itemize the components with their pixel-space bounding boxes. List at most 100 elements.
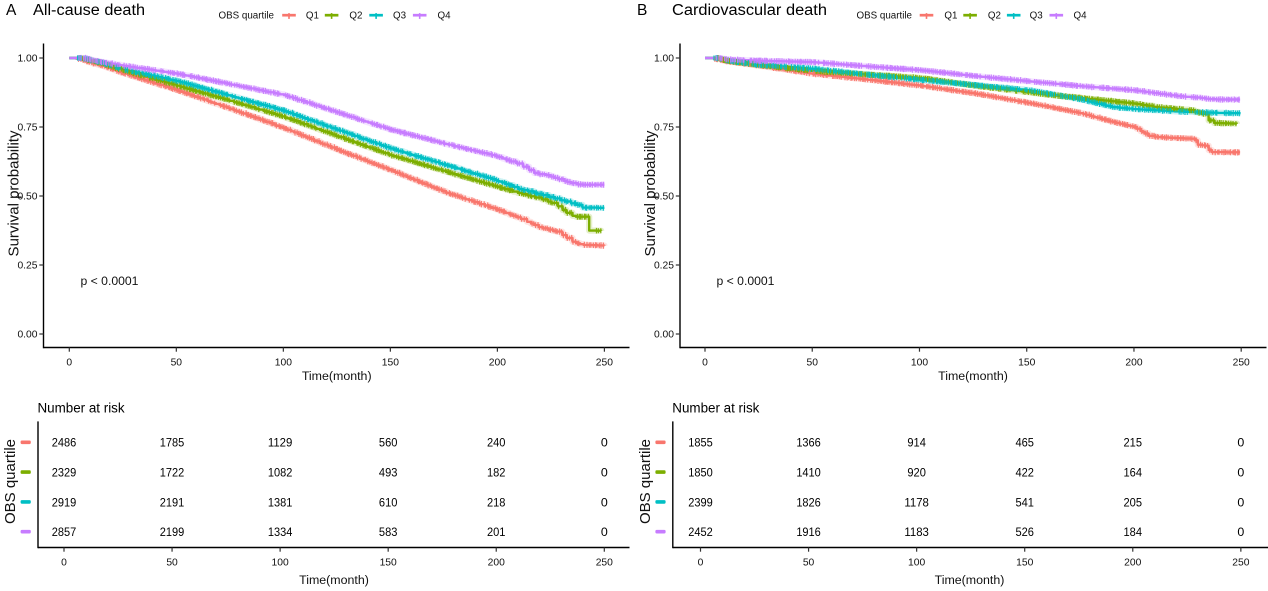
svg-text:Time(month): Time(month): [299, 573, 369, 587]
svg-text:0: 0: [1237, 525, 1244, 539]
svg-text:250: 250: [1233, 357, 1250, 368]
svg-text:0: 0: [61, 557, 67, 568]
svg-text:2857: 2857: [52, 525, 77, 539]
svg-text:150: 150: [1016, 557, 1033, 568]
svg-text:Survival probability: Survival probability: [642, 130, 659, 256]
svg-text:50: 50: [807, 357, 819, 368]
svg-text:p < 0.0001: p < 0.0001: [717, 274, 775, 288]
svg-text:100: 100: [272, 557, 289, 568]
svg-text:1183: 1183: [904, 525, 929, 539]
svg-text:0: 0: [601, 466, 608, 480]
svg-text:215: 215: [1124, 436, 1143, 450]
svg-text:OBS quartile: OBS quartile: [2, 439, 19, 524]
svg-text:1178: 1178: [904, 495, 929, 509]
svg-text:1722: 1722: [160, 466, 185, 480]
svg-text:2191: 2191: [160, 495, 185, 509]
svg-text:526: 526: [1015, 525, 1034, 539]
svg-text:610: 610: [379, 495, 398, 509]
svg-text:1366: 1366: [796, 436, 821, 450]
svg-text:1850: 1850: [688, 466, 713, 480]
svg-text:OBS quartile: OBS quartile: [856, 11, 912, 22]
svg-text:1826: 1826: [796, 495, 821, 509]
svg-text:Q1: Q1: [944, 11, 957, 22]
svg-text:182: 182: [487, 466, 506, 480]
svg-text:Q2: Q2: [349, 11, 362, 22]
svg-text:1381: 1381: [268, 495, 293, 509]
svg-text:1855: 1855: [688, 436, 713, 450]
svg-text:100: 100: [275, 357, 292, 368]
svg-text:Q1: Q1: [306, 11, 319, 22]
svg-text:1916: 1916: [796, 525, 821, 539]
svg-text:250: 250: [1232, 557, 1249, 568]
svg-text:50: 50: [171, 357, 183, 368]
svg-text:560: 560: [379, 436, 398, 450]
svg-text:1410: 1410: [796, 466, 821, 480]
svg-text:150: 150: [1018, 357, 1035, 368]
svg-text:583: 583: [379, 525, 398, 539]
svg-text:2329: 2329: [52, 466, 77, 480]
svg-text:Cardiovascular death: Cardiovascular death: [672, 2, 827, 19]
svg-text:All-cause death: All-cause death: [33, 2, 145, 19]
svg-text:2919: 2919: [52, 495, 77, 509]
svg-text:2199: 2199: [160, 525, 185, 539]
svg-text:0: 0: [601, 436, 608, 450]
svg-text:2399: 2399: [688, 495, 713, 509]
svg-text:0.00: 0.00: [654, 330, 674, 341]
svg-text:200: 200: [488, 557, 505, 568]
svg-text:150: 150: [380, 557, 397, 568]
svg-text:100: 100: [911, 357, 928, 368]
svg-text:541: 541: [1015, 495, 1034, 509]
svg-text:218: 218: [487, 495, 506, 509]
svg-text:205: 205: [1124, 495, 1143, 509]
svg-text:0: 0: [66, 357, 72, 368]
svg-text:240: 240: [487, 436, 506, 450]
svg-text:0: 0: [702, 357, 708, 368]
svg-text:1785: 1785: [160, 436, 185, 450]
svg-text:2452: 2452: [688, 525, 713, 539]
svg-text:200: 200: [1125, 357, 1142, 368]
svg-text:100: 100: [908, 557, 925, 568]
svg-text:465: 465: [1015, 436, 1034, 450]
svg-text:0: 0: [1237, 495, 1244, 509]
svg-text:920: 920: [907, 466, 926, 480]
svg-text:493: 493: [379, 466, 398, 480]
svg-text:Q3: Q3: [393, 11, 407, 22]
svg-text:0.50: 0.50: [654, 192, 674, 203]
svg-text:Time(month): Time(month): [935, 573, 1005, 587]
svg-text:Q2: Q2: [988, 11, 1001, 22]
svg-text:250: 250: [596, 557, 613, 568]
svg-text:50: 50: [166, 557, 178, 568]
svg-text:OBS quartile: OBS quartile: [218, 11, 274, 22]
svg-text:1082: 1082: [268, 466, 293, 480]
svg-text:50: 50: [803, 557, 815, 568]
svg-text:0: 0: [601, 495, 608, 509]
svg-text:0.50: 0.50: [17, 192, 37, 203]
svg-text:1.00: 1.00: [17, 54, 37, 65]
svg-text:914: 914: [907, 436, 926, 450]
svg-text:0.25: 0.25: [17, 261, 37, 272]
svg-text:0.00: 0.00: [17, 330, 37, 341]
svg-text:0: 0: [1237, 466, 1244, 480]
svg-text:B: B: [637, 2, 647, 19]
svg-text:1129: 1129: [268, 436, 293, 450]
svg-text:200: 200: [1124, 557, 1141, 568]
svg-text:184: 184: [1124, 525, 1143, 539]
svg-text:150: 150: [382, 357, 399, 368]
svg-text:0.75: 0.75: [17, 123, 37, 134]
svg-text:Time(month): Time(month): [302, 369, 372, 383]
svg-text:200: 200: [489, 357, 506, 368]
svg-text:1334: 1334: [268, 525, 293, 539]
svg-text:0.75: 0.75: [654, 123, 674, 134]
svg-text:Q4: Q4: [1074, 11, 1088, 22]
svg-text:Number at risk: Number at risk: [672, 401, 759, 416]
svg-text:Survival probability: Survival probability: [5, 130, 22, 256]
svg-text:OBS quartile: OBS quartile: [637, 439, 654, 524]
svg-text:Q3: Q3: [1030, 11, 1044, 22]
svg-text:0: 0: [601, 525, 608, 539]
svg-text:1.00: 1.00: [654, 54, 674, 65]
svg-text:0: 0: [1237, 436, 1244, 450]
svg-text:p < 0.0001: p < 0.0001: [81, 274, 139, 288]
svg-text:422: 422: [1015, 466, 1034, 480]
svg-text:201: 201: [487, 525, 506, 539]
svg-text:Time(month): Time(month): [938, 369, 1008, 383]
